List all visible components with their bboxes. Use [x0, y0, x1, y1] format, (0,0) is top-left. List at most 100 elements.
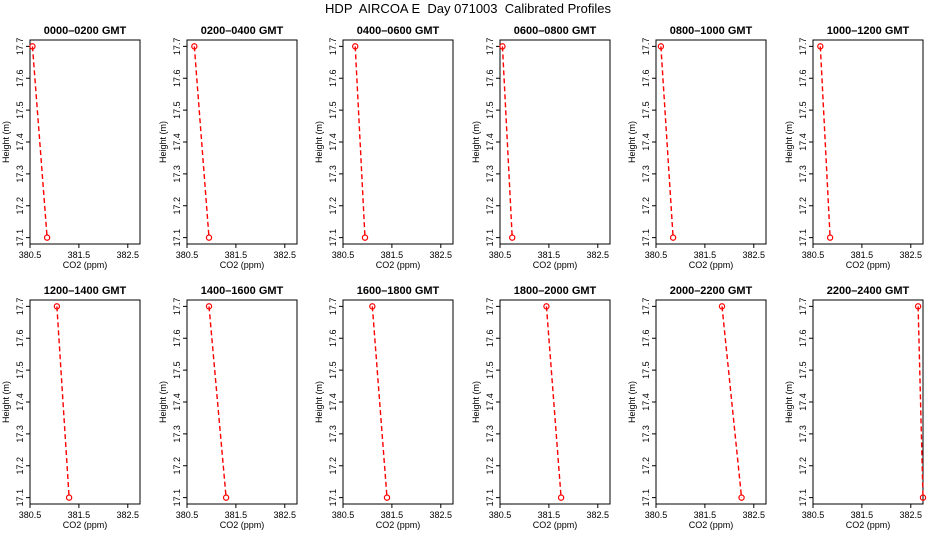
data-point: [43, 234, 51, 241]
profile-line: [819, 46, 831, 238]
y-tick-label: 17.5: [15, 361, 25, 379]
data-point: [191, 43, 198, 50]
data-point: [65, 494, 73, 501]
y-tick-label: 17.6: [641, 69, 651, 87]
y-tick-label: 17.5: [798, 101, 808, 119]
y-tick-label: 17.5: [641, 361, 651, 379]
y-tick-label: 17.2: [641, 457, 651, 475]
y-tick-label: 17.2: [15, 457, 25, 475]
y-tick-label: 17.6: [172, 329, 182, 347]
profile-panel: 1000–1200 GMT 380.5 381.5 382.5 CO2 (ppm) 17.…: [784, 25, 924, 270]
profile-panel: 0600–0800 GMT 380.5 381.5 382.5 CO2 (ppm) 17.…: [471, 25, 611, 270]
y-tick-label: 17.2: [798, 457, 808, 475]
data-point: [29, 43, 36, 50]
profile-panel: 0200–0400 GMT 380.5 381.5 382.5 CO2 (ppm) 17.…: [158, 25, 298, 270]
plot-frame: [342, 299, 454, 505]
data-point: [919, 494, 927, 501]
x-tick-label: 382.5: [274, 510, 297, 520]
y-tick-label: 17.3: [172, 425, 182, 443]
x-tick-label: 381.5: [851, 250, 874, 260]
y-tick-label: 17.7: [172, 298, 182, 316]
y-tick-label: 17.5: [15, 101, 25, 119]
y-tick-label: 17.4: [172, 133, 182, 151]
y-axis-label: Height (m): [471, 381, 481, 423]
y-tick-label: 17.2: [172, 197, 182, 215]
x-tick-label: 380.5: [176, 510, 199, 520]
profile-line: [501, 46, 513, 238]
y-tick-label: 17.5: [328, 361, 338, 379]
y-tick-label: 17.5: [485, 101, 495, 119]
y-tick-label: 17.7: [15, 298, 25, 316]
x-tick-label: 381.5: [225, 510, 248, 520]
y-tick-label: 17.7: [641, 298, 651, 316]
y-tick-label: 17.4: [15, 393, 25, 411]
y-tick-label: 17.7: [328, 38, 338, 56]
plot-frame: [186, 299, 298, 505]
profile-panel: 1600–1800 GMT 380.5 381.5 382.5 CO2 (ppm) 17.…: [314, 285, 454, 530]
y-tick-label: 17.7: [798, 38, 808, 56]
profile-line: [721, 306, 743, 498]
profile-panel: 0400–0600 GMT 380.5 381.5 382.5 CO2 (ppm) 17.…: [314, 25, 454, 270]
x-tick-label: 381.5: [68, 510, 91, 520]
figure-title: HDP AIRCOA E Day 071003 Calibrated Profi…: [325, 1, 611, 16]
plot-frame: [812, 39, 924, 245]
panel-title: 2000–2200 GMT: [670, 285, 753, 297]
y-tick-label: 17.7: [172, 38, 182, 56]
x-tick-label: 380.5: [489, 250, 512, 260]
x-tick-label: 382.5: [900, 250, 923, 260]
y-tick-label: 17.2: [328, 197, 338, 215]
panel-title: 0600–0800 GMT: [514, 25, 597, 37]
y-tick-label: 17.5: [328, 101, 338, 119]
data-point: [543, 303, 550, 310]
data-point: [369, 303, 376, 310]
y-axis-label: Height (m): [471, 121, 481, 163]
panel-title: 1600–1800 GMT: [357, 285, 440, 297]
x-tick-label: 380.5: [332, 510, 355, 520]
y-tick-label: 17.4: [485, 393, 495, 411]
y-axis-label: Height (m): [158, 121, 168, 163]
y-axis-label: Height (m): [314, 121, 324, 163]
x-tick-label: 382.5: [430, 510, 453, 520]
data-point: [205, 234, 213, 241]
y-axis-label: Height (m): [314, 381, 324, 423]
plot-frame: [499, 39, 611, 245]
data-point: [352, 43, 359, 50]
x-tick-label: 382.5: [743, 510, 766, 520]
data-point: [738, 494, 745, 501]
y-axis-label: Height (m): [784, 121, 794, 163]
data-point: [509, 234, 516, 241]
x-axis-label: CO2 (ppm): [63, 260, 108, 270]
y-tick-label: 17.4: [15, 133, 25, 151]
profile-line: [208, 306, 227, 498]
x-tick-label: 381.5: [538, 510, 561, 520]
y-tick-label: 17.1: [798, 229, 808, 247]
data-point: [557, 494, 565, 501]
panel-title: 0800–1000 GMT: [670, 25, 753, 37]
profile-panel: 1200–1400 GMT 380.5 381.5 382.5 CO2 (ppm) 17.…: [1, 285, 141, 530]
x-tick-label: 381.5: [538, 250, 561, 260]
y-tick-label: 17.3: [641, 425, 651, 443]
y-axis-label: Height (m): [1, 121, 11, 163]
y-tick-label: 17.1: [328, 489, 338, 507]
y-tick-label: 17.6: [15, 69, 25, 87]
y-tick-label: 17.4: [172, 393, 182, 411]
y-tick-label: 17.3: [798, 425, 808, 443]
data-point: [205, 303, 213, 310]
y-tick-label: 17.5: [641, 101, 651, 119]
y-tick-label: 17.6: [641, 329, 651, 347]
panel-title: 2200–2400 GMT: [827, 285, 910, 297]
data-point: [817, 43, 824, 50]
x-tick-label: 382.5: [587, 250, 610, 260]
plot-frame: [342, 39, 454, 245]
x-axis-label: CO2 (ppm): [220, 260, 265, 270]
y-tick-label: 17.3: [172, 165, 182, 183]
x-tick-label: 382.5: [743, 250, 766, 260]
data-point: [669, 234, 677, 241]
data-point: [383, 494, 391, 501]
y-tick-label: 17.3: [798, 165, 808, 183]
y-tick-label: 17.4: [328, 133, 338, 151]
y-tick-label: 17.6: [798, 69, 808, 87]
profile-line: [31, 46, 48, 238]
y-tick-label: 17.1: [485, 489, 495, 507]
x-tick-label: 381.5: [851, 510, 874, 520]
